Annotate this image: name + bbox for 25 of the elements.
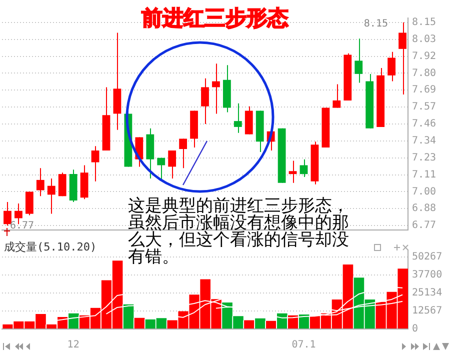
y-tick-label: 7.00 (412, 186, 436, 198)
annotation: 这是典型的前进红三步形态，虽然后市涨幅没有想像中的那么大，但这个看涨的信号却没有错。 (128, 196, 350, 267)
chart-title: 前进红三步形态 (140, 5, 290, 32)
y-tick-label: 37700 (412, 270, 442, 281)
y-tick-label: 7.69 (412, 84, 436, 96)
y-tick-label: 7.34 (412, 136, 436, 147)
y-tick-label: 8.15 (412, 17, 436, 28)
y-tick-label: 7.23 (412, 152, 436, 164)
chart-title: 成交量(5.10.20) (4, 240, 97, 254)
y-tick-label: 7.46 (412, 118, 436, 130)
annotation: 8.15 (364, 18, 388, 30)
y-tick-label: 50267 (412, 252, 442, 263)
y-tick-label: 7.92 (412, 50, 436, 62)
y-tick-label: 25134 (412, 288, 442, 299)
y-tick-label: 7.80 (412, 68, 436, 79)
y-tick-label: 7.11 (412, 169, 436, 180)
x-tick-label: 07.1 (292, 340, 316, 351)
y-tick-label: 8.03 (412, 34, 436, 45)
y-tick-label: 6.77 (412, 220, 436, 232)
y-tick-label: 7.57 (412, 102, 436, 113)
x-tick-label: 12 (67, 340, 80, 351)
y-tick-label: 6.88 (412, 203, 436, 214)
y-tick-label: 0 (412, 324, 418, 335)
annotation: 6.77 (10, 220, 34, 232)
y-tick-label: 12567 (412, 306, 442, 317)
